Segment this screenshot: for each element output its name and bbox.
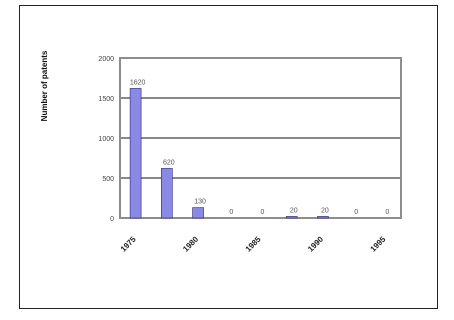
bar-5 [285, 216, 298, 219]
x-tick-label-2: 1985 [244, 234, 263, 253]
data-label-5: 20 [290, 207, 298, 214]
y-tick-label-2: 1000 [98, 136, 114, 143]
bar-2 [192, 207, 204, 219]
bar-6 [317, 216, 329, 219]
x-tick-label-4: 1995 [369, 234, 388, 253]
x-tick-label-0: 1975 [119, 234, 138, 253]
plot-area [119, 57, 402, 219]
data-label-8: 0 [385, 209, 389, 216]
chart-figure: Number of patents 1620 620 130 0 0 20 20 0 0 0 50… [19, 5, 438, 309]
data-label-1: 620 [163, 159, 175, 166]
data-label-6: 20 [321, 207, 329, 214]
x-tick-labels: 1975 1980 1985 1990 1995 [119, 234, 388, 253]
data-label-7: 0 [354, 209, 358, 216]
data-label-4: 0 [261, 209, 265, 216]
data-label-3: 0 [229, 209, 233, 216]
y-tick-label-1: 500 [102, 176, 114, 183]
y-tick-label-4: 2000 [98, 56, 114, 63]
x-tick-label-1: 1980 [181, 234, 200, 253]
bar-1 [161, 168, 173, 219]
data-label-2: 130 [194, 199, 206, 206]
data-label-0: 1620 [130, 79, 146, 86]
bar-0 [129, 88, 142, 219]
y-axis-label-group: Number of patents [40, 50, 49, 121]
bars [129, 88, 329, 219]
data-labels: 1620 620 130 0 0 20 20 0 0 [130, 79, 390, 216]
x-tick-label-3: 1990 [306, 234, 325, 253]
y-axis-label: Number of patents [40, 50, 49, 121]
y-tick-label-3: 1500 [98, 96, 114, 103]
y-tick-labels: 0 500 1000 1500 2000 [98, 56, 114, 223]
y-tick-label-0: 0 [110, 216, 114, 223]
